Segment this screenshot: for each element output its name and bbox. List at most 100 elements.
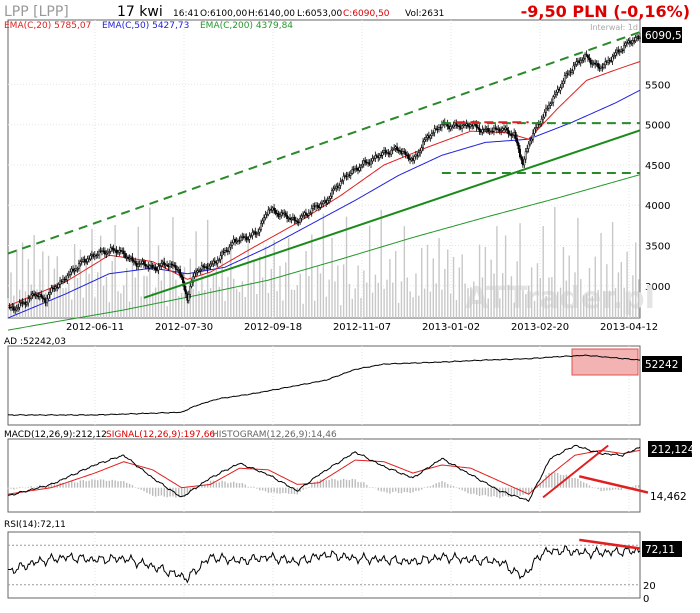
volume-bar: [91, 228, 93, 318]
candle-body: [578, 60, 581, 64]
candle-body: [252, 231, 255, 233]
candle-body: [432, 132, 435, 134]
volume-bar: [50, 300, 53, 318]
candle-body: [401, 151, 404, 154]
macd-histogram-bar: [516, 487, 518, 495]
volume-bar: [389, 259, 391, 318]
volume-bar: [556, 291, 559, 318]
candle-body: [494, 127, 497, 129]
macd-histogram-bar: [386, 487, 388, 493]
macd-histogram-bar: [108, 480, 111, 488]
interval-label: Interwał: 1d: [590, 23, 638, 32]
candle-body: [283, 212, 286, 215]
candle-body: [213, 260, 216, 263]
candle-body: [12, 306, 15, 311]
volume-bar: [423, 288, 426, 318]
candle-body: [37, 295, 40, 298]
date-label: 17 kwi: [117, 4, 163, 20]
candle-body: [59, 280, 62, 285]
macd-histogram-bar: [470, 487, 472, 495]
candle-body: [38, 294, 41, 297]
macd-histogram-bar: [13, 487, 15, 490]
price-x-tick: 2013-01-02: [422, 322, 480, 333]
candle-body: [385, 152, 388, 154]
candle-body: [581, 59, 584, 61]
price-y-tick: 4500: [645, 161, 670, 172]
candle-body: [202, 265, 205, 268]
volume-bar: [71, 299, 73, 318]
candle-body: [88, 258, 90, 260]
candle-body: [526, 148, 529, 152]
macd-histogram-bar: [146, 487, 148, 493]
candle-body: [400, 151, 403, 154]
volume-bar: [201, 265, 203, 318]
candle-body: [99, 250, 102, 253]
candle-body: [355, 167, 358, 170]
macd-histogram-bar: [594, 487, 596, 489]
macd-histogram-bar: [160, 487, 163, 496]
candle-body: [176, 269, 179, 271]
candle-body: [70, 268, 73, 273]
volume-bar: [554, 207, 556, 318]
candle-body: [147, 265, 150, 269]
volume-bar: [233, 278, 235, 318]
candle-body: [76, 268, 79, 270]
candle-body: [582, 58, 585, 61]
candle-body: [555, 92, 558, 95]
candle-body: [64, 279, 67, 281]
candle-body: [634, 37, 637, 41]
candle-body: [145, 265, 148, 267]
candle-body: [465, 123, 468, 126]
volume-bar: [227, 276, 229, 318]
price-x-tick: 2013-04-12: [600, 322, 658, 333]
candle-body: [103, 250, 106, 255]
candle-body: [618, 50, 621, 53]
macd-histogram-bar: [510, 487, 513, 498]
candle-body: [510, 133, 513, 137]
candle-body: [588, 57, 591, 61]
volume-bar: [609, 290, 611, 318]
volume-bar: [264, 246, 267, 318]
candle-body: [158, 265, 161, 267]
macd-histogram-bar: [233, 481, 235, 488]
macd-histogram-bar: [588, 485, 591, 488]
candle-body: [184, 289, 187, 295]
volume-bar: [438, 238, 440, 318]
candle-body: [187, 294, 190, 301]
ad-last-tag-text: 52242: [645, 359, 678, 371]
volume-bar: [551, 277, 553, 318]
candle-body: [9, 306, 12, 309]
candle-body: [255, 233, 258, 235]
candle-body: [210, 263, 213, 265]
candle-body: [595, 63, 598, 65]
candle-body: [271, 207, 274, 211]
candle-body: [307, 212, 310, 216]
volume-bar: [565, 280, 568, 318]
candle-body: [398, 150, 401, 152]
volume-bar: [588, 267, 591, 318]
candle-body: [604, 61, 607, 66]
candle-body: [427, 135, 430, 139]
candle-body: [293, 217, 296, 221]
volume-bar: [360, 297, 362, 318]
candle-body: [571, 70, 573, 74]
candle-body: [498, 128, 501, 132]
volume-bar: [123, 285, 125, 318]
macd-histogram-bar: [259, 487, 261, 491]
volume-bar: [296, 285, 299, 318]
volume-bar: [559, 287, 562, 318]
candle-body: [92, 254, 95, 257]
candle-body: [559, 87, 562, 91]
volume-bar: [421, 247, 423, 318]
candle-body: [404, 151, 407, 156]
macd-histogram-bar: [305, 487, 307, 489]
volume-bar: [302, 303, 304, 318]
candle-body: [579, 60, 582, 64]
volume-bar: [623, 287, 625, 318]
candle-body: [562, 80, 565, 84]
macd-histogram-bar: [68, 482, 70, 488]
candle-body: [370, 160, 372, 165]
volume-bar: [458, 267, 461, 318]
macd-histogram-bar: [464, 487, 466, 492]
macd-histogram-legend: HISTOGRAM(12,26,9):14,46: [212, 430, 337, 440]
